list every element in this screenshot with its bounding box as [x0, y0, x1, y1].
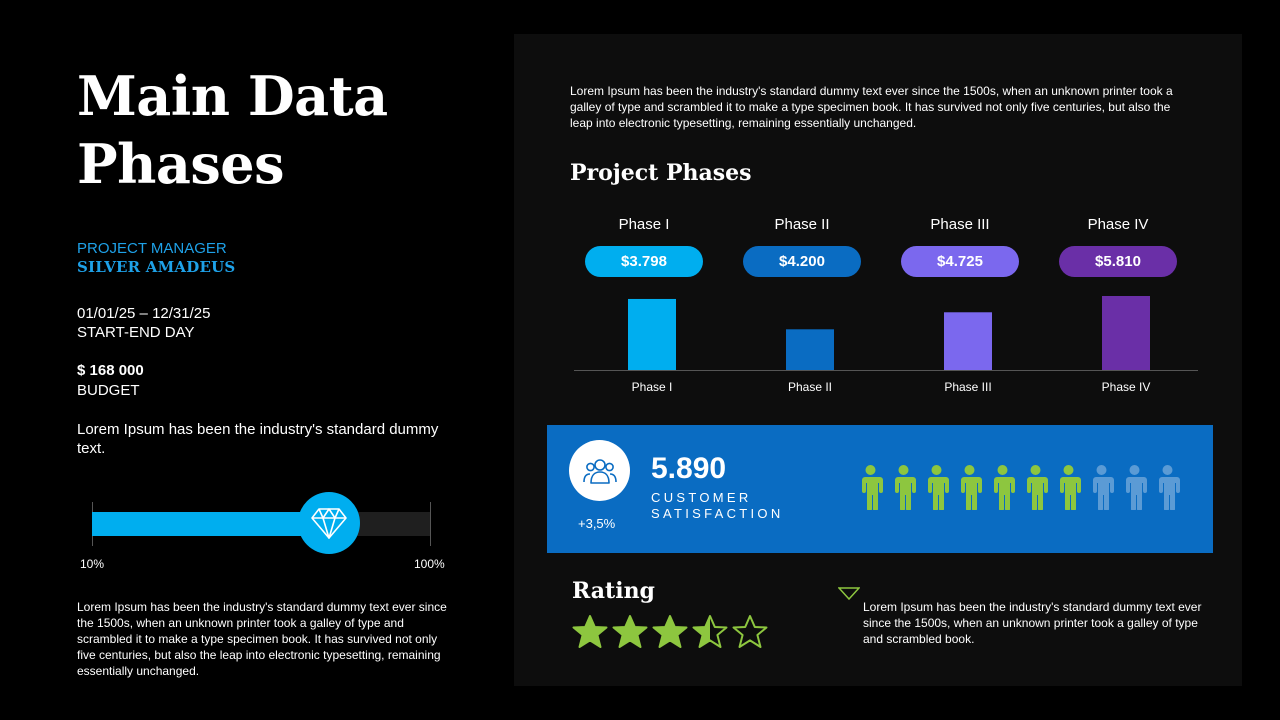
project-manager-name: SILVER AMADEUS — [77, 258, 236, 276]
phase-value-pill: $3.798 — [585, 246, 703, 277]
person-icon — [960, 465, 982, 510]
triangle-down-icon — [838, 587, 860, 600]
progress-tick-end — [430, 502, 431, 546]
person-icon — [1059, 465, 1081, 510]
phase-header: Phase I — [618, 216, 670, 233]
person-icon — [894, 465, 916, 510]
phases-bar-chart: Phase I Phase II Phase III Phase IV — [574, 296, 1198, 394]
progress-fill — [92, 512, 326, 536]
users-icon — [582, 458, 617, 484]
x-tick-label: Phase I — [632, 380, 673, 394]
progress-max-label: 100% — [414, 557, 445, 571]
phase-header: Phase IV — [1087, 216, 1149, 233]
person-icon — [1158, 465, 1180, 510]
rating-title: Rating — [572, 578, 655, 604]
satisfaction-label: CUSTOMER SATISFACTION — [651, 490, 784, 521]
project-dates-label: START-END DAY — [77, 324, 195, 341]
panel-intro-text: Lorem Ipsum has been the industry's stan… — [570, 84, 1173, 130]
progress-min-label: 10% — [80, 557, 105, 571]
project-manager-role: PROJECT MANAGER — [77, 240, 227, 257]
star-filled-icon — [612, 615, 648, 648]
project-note: Lorem Ipsum has been the industry's stan… — [77, 421, 439, 457]
left-body-text: Lorem Ipsum has been the industry's stan… — [77, 600, 447, 678]
star-half-icon — [692, 615, 728, 648]
bar-phase-iii — [944, 312, 992, 370]
bar-phase-i — [628, 298, 676, 370]
satisfaction-change: +3,5% — [578, 516, 616, 531]
phase-value-pill: $4.200 — [743, 246, 861, 277]
x-tick-label: Phase IV — [1102, 380, 1151, 394]
person-icon — [1092, 465, 1114, 510]
x-tick-label: Phase III — [944, 380, 991, 394]
person-icon — [1125, 465, 1147, 510]
satisfaction-icon-badge — [569, 440, 630, 501]
project-dates: 01/01/25 – 12/31/25 — [77, 305, 211, 322]
chart-title: Project Phases — [570, 160, 752, 186]
person-icon — [1026, 465, 1048, 510]
satisfaction-people — [857, 464, 1181, 510]
star-filled-icon — [572, 615, 608, 648]
phase-value-pill: $5.810 — [1059, 246, 1177, 277]
bar-phase-iv — [1102, 296, 1150, 370]
bar-phase-ii — [786, 329, 834, 370]
project-budget: $ 168 000 — [77, 362, 144, 379]
phase-header: Phase III — [930, 216, 990, 233]
star-filled-icon — [652, 615, 688, 648]
page-title: Main Data Phases — [77, 64, 388, 196]
satisfaction-value: 5.890 — [651, 452, 727, 485]
phase-header: Phase II — [774, 216, 830, 233]
person-icon — [927, 465, 949, 510]
project-budget-label: BUDGET — [77, 382, 140, 399]
progress-knob — [298, 492, 361, 554]
rating-text: Lorem Ipsum has been the industry's stan… — [863, 600, 1202, 646]
phase-value-pill: $4.725 — [901, 246, 1019, 277]
person-icon — [861, 465, 883, 510]
person-icon — [993, 465, 1015, 510]
rating-stars — [572, 615, 768, 649]
x-tick-label: Phase II — [788, 380, 832, 394]
diamond-icon — [311, 508, 348, 539]
star-empty-icon — [732, 615, 768, 648]
